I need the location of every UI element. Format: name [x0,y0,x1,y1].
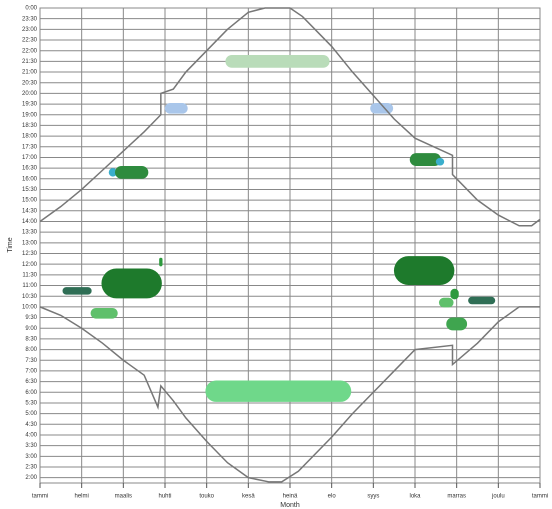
y-tick-label: 11:30 [22,272,37,278]
x-axis-label: Month [280,502,300,509]
y-tick-label: 17:30 [22,144,38,150]
y-tick-label: 19:30 [22,102,38,108]
y-tick-label: 18:00 [22,134,38,140]
x-tick-label: marras [447,494,466,500]
event-blob [446,317,468,331]
y-tick-label: 12:00 [22,262,38,268]
y-tick-label: 10:00 [22,304,38,310]
event-blob [468,296,496,305]
event-blob [101,268,162,299]
y-tick-label: 6:00 [25,390,37,396]
y-tick-label: 3:30 [25,443,37,449]
event-blob [90,307,118,319]
y-tick-label: 7:00 [25,368,37,374]
y-tick-label: 5:00 [25,411,37,417]
y-tick-label: 20:30 [22,80,38,86]
x-tick-label: kesä [242,494,255,500]
event-blob [115,165,149,179]
event-blob [62,287,92,295]
event-blob [435,157,445,166]
x-tick-label: helmi [74,494,88,500]
y-tick-label: 23:00 [22,27,38,33]
y-tick-label: 14:30 [22,208,38,214]
y-tick-label: 23:30 [22,16,38,22]
daylight-line [39,7,541,227]
y-tick-label: 13:00 [22,240,38,246]
y-tick-label: 11:00 [22,283,37,289]
y-tick-label: 6:30 [25,379,37,385]
y-tick-label: 2:30 [25,465,37,471]
event-blob [409,153,442,166]
event-blob [393,256,455,285]
y-tick-label: 8:30 [25,336,37,342]
y-tick-label: 3:00 [25,454,37,460]
y-tick-label: 4:00 [25,433,37,439]
event-blob [108,168,118,177]
y-tick-label: 9:00 [25,326,37,332]
y-tick-label: 7:30 [25,358,37,364]
y-tick-label: 15:00 [22,198,38,204]
y-tick-label: 14:00 [22,219,38,225]
event-blob [450,288,459,300]
y-tick-label: 10:30 [22,294,38,300]
y-tick-label: 12:30 [22,251,38,257]
event-blob [159,257,163,267]
y-tick-label: 4:30 [25,422,37,428]
event-blob [164,103,188,114]
y-tick-label: 22:30 [22,38,38,44]
x-tick-label: maalis [115,494,132,500]
y-tick-label: 21:30 [22,59,38,65]
y-tick-label: 21:00 [22,70,38,76]
y-tick-label: 18:30 [22,123,38,129]
y-tick-label: 8:00 [25,347,37,353]
event-blob [205,380,352,402]
x-tick-label: huhti [158,494,171,500]
y-axis-label: Time [7,237,14,252]
x-tick-label: heinä [283,494,298,500]
x-tick-label: tammi [32,494,48,500]
y-tick-label: 9:30 [25,315,37,321]
y-tick-label: 5:30 [25,401,37,407]
daylight-line [39,306,540,483]
y-tick-label: 16:00 [22,176,38,182]
x-tick-label: joulu [491,494,505,500]
x-tick-label: touko [199,494,214,500]
x-tick-label: elo [328,494,337,500]
y-tick-label: 2:00 [25,475,37,481]
x-tick-label: loka [409,494,421,500]
event-blob [438,297,454,308]
y-tick-label: 19:00 [22,112,38,118]
y-tick-label: 15:30 [22,187,38,193]
event-blob [225,54,330,68]
y-tick-label: 20:00 [22,91,38,97]
y-tick-label: 13:30 [22,230,38,236]
x-tick-label: syys [367,494,379,500]
y-tick-label: 17:00 [22,155,38,161]
x-tick-label: tammi [532,494,548,500]
y-tick-label: 16:30 [22,166,38,172]
y-tick-label: 0:00 [25,6,37,12]
y-tick-label: 22:00 [22,48,38,54]
